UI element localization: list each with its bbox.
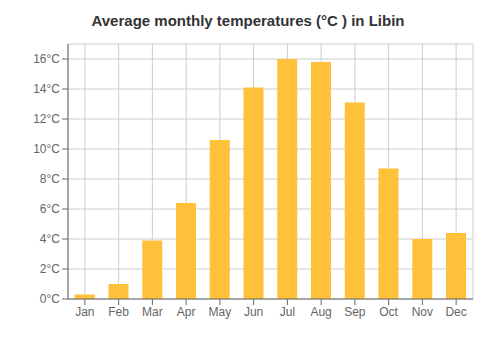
svg-text:Oct: Oct — [379, 305, 398, 319]
svg-text:May: May — [209, 305, 232, 319]
svg-text:Jun: Jun — [244, 305, 263, 319]
svg-text:Dec: Dec — [445, 305, 466, 319]
svg-text:14°C: 14°C — [33, 82, 60, 96]
svg-text:Aug: Aug — [310, 305, 331, 319]
svg-text:0°C: 0°C — [40, 292, 60, 306]
svg-text:Feb: Feb — [108, 305, 129, 319]
svg-text:Jan: Jan — [75, 305, 94, 319]
svg-text:12°C: 12°C — [33, 112, 60, 126]
svg-text:2°C: 2°C — [40, 262, 60, 276]
svg-text:Mar: Mar — [142, 305, 163, 319]
svg-text:Apr: Apr — [177, 305, 196, 319]
html-text:Average monthly temperatures (: Average monthly temperatures (°C ) in Li… — [91, 12, 405, 29]
svg-text:8°C: 8°C — [40, 172, 60, 186]
svg-text:Jul: Jul — [280, 305, 295, 319]
svg-text:Nov: Nov — [412, 305, 433, 319]
svg-text:6°C: 6°C — [40, 202, 60, 216]
svg-text:10°C: 10°C — [33, 142, 60, 156]
svg-text:4°C: 4°C — [40, 232, 60, 246]
svg-text:Sep: Sep — [344, 305, 366, 319]
svg-text:16°C: 16°C — [33, 52, 60, 66]
